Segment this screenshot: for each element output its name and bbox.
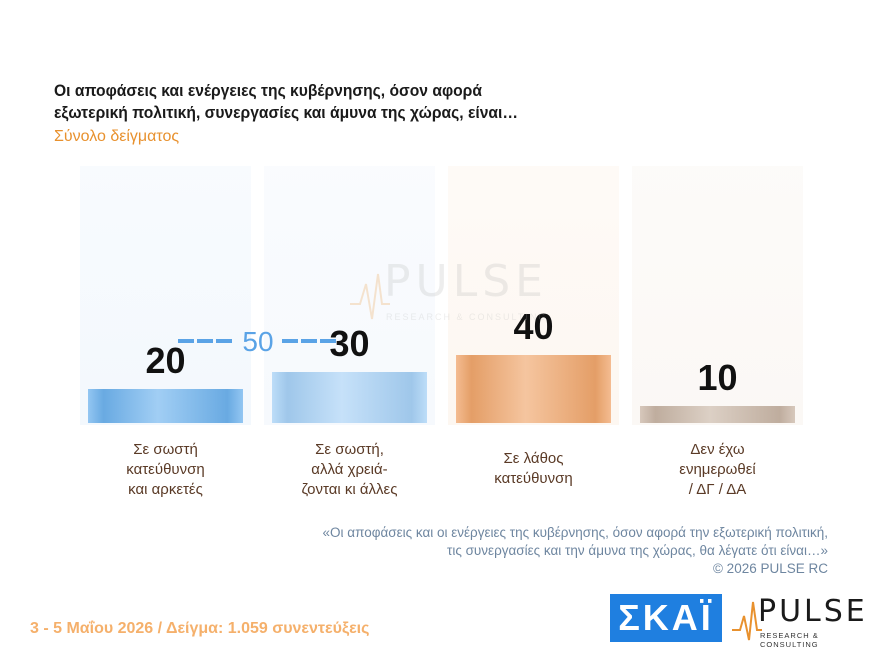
bar-panel-1	[80, 166, 251, 425]
reference-line-label: 50	[242, 326, 273, 357]
pulse-watermark: PULSE RESEARCH & CONSULTING	[350, 256, 560, 326]
chart-title: Οι αποφάσεις και ενέργειες της κυβέρνηση…	[54, 80, 569, 124]
bar-1	[88, 389, 243, 423]
watermark-sub: RESEARCH & CONSULTING	[386, 312, 548, 322]
bar-value-label-1: 20	[145, 340, 185, 381]
bar-2	[272, 372, 427, 423]
category-label-2: Σε σωστή, αλλά χρειά- ζονται κι άλλες	[301, 441, 398, 498]
chart-subtitle: Σύνολο δείγματος	[54, 128, 180, 145]
bar-value-label-3: 40	[513, 306, 553, 347]
note-line-1: «Οι αποφάσεις και οι ενέργειες της κυβέρ…	[322, 525, 828, 540]
bar-value-label-2: 30	[329, 323, 369, 364]
bar-4	[640, 406, 795, 423]
category-label-1: Σε σωστή κατεύθυνση και αρκετές	[126, 441, 205, 498]
bar-panel-4	[632, 166, 803, 425]
pulse-logo-word: PULSE	[758, 594, 868, 629]
pulse-logo-wave-icon	[732, 601, 762, 641]
category-label-3: Σε λάθος κατεύθυνση	[494, 450, 573, 487]
pulse-wave-icon	[350, 273, 390, 320]
pulse-logo: PULSE RESEARCH & CONSULTING	[732, 594, 872, 649]
category-label-4: Δεν έχω ενημερωθεί / ΔΓ / ΔΑ	[679, 441, 756, 498]
pulse-logo-sub: RESEARCH & CONSULTING	[760, 631, 819, 649]
bar-value-label-4: 10	[697, 357, 737, 398]
bar-3	[456, 355, 611, 423]
watermark-word: PULSE	[384, 256, 548, 307]
note-line-2: τις συνεργασίες και την άμυνα της χώρας,…	[447, 543, 828, 558]
question-note: «Οι αποφάσεις και οι ενέργειες της κυβέρ…	[208, 524, 828, 578]
survey-info: 3 - 5 Μαΐου 2026 / Δείγμα: 1.059 συνεντε…	[30, 620, 370, 637]
skai-logo: ΣΚΑΪ	[610, 594, 722, 642]
note-copyright: © 2026 PULSE RC	[712, 561, 828, 576]
chart-title-line-2: εξωτερική πολιτική, συνεργασίες και άμυν…	[54, 103, 519, 122]
chart-title-line-1: Οι αποφάσεις και ενέργειες της κυβέρνηση…	[54, 81, 482, 100]
